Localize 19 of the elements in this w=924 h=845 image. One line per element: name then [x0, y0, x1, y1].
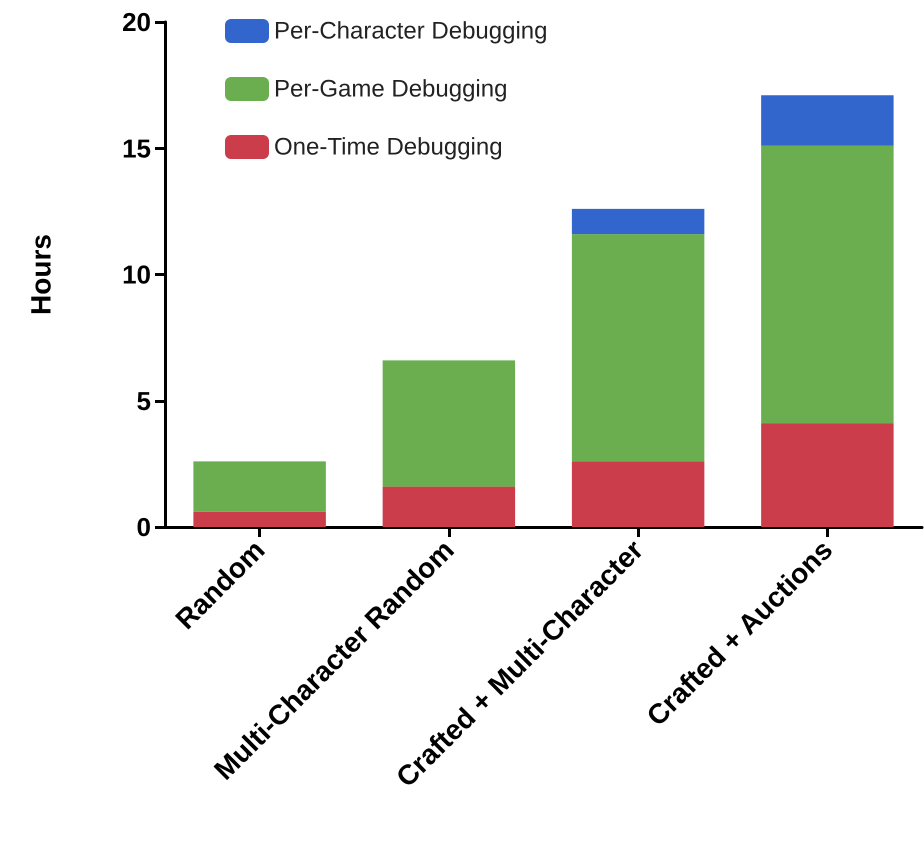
bar [572, 234, 704, 462]
bar [193, 461, 326, 512]
y-tick-label: 0 [136, 512, 151, 542]
bar [572, 461, 704, 527]
bar [382, 360, 516, 487]
bar [193, 512, 326, 527]
bar [761, 423, 894, 527]
y-axis-title: Hours [26, 234, 56, 315]
y-tick-label: 20 [122, 7, 151, 37]
bar [761, 146, 894, 424]
legend-label: One-Time Debugging [274, 134, 503, 160]
bar [382, 486, 516, 527]
bar [761, 95, 894, 146]
legend-label: Per-Game Debugging [274, 76, 508, 102]
y-tick-label: 10 [122, 260, 151, 290]
y-tick-label: 15 [122, 133, 151, 164]
legend-label: Per-Character Debugging [274, 18, 548, 44]
y-tick-label: 5 [136, 386, 151, 416]
bar [572, 208, 704, 234]
